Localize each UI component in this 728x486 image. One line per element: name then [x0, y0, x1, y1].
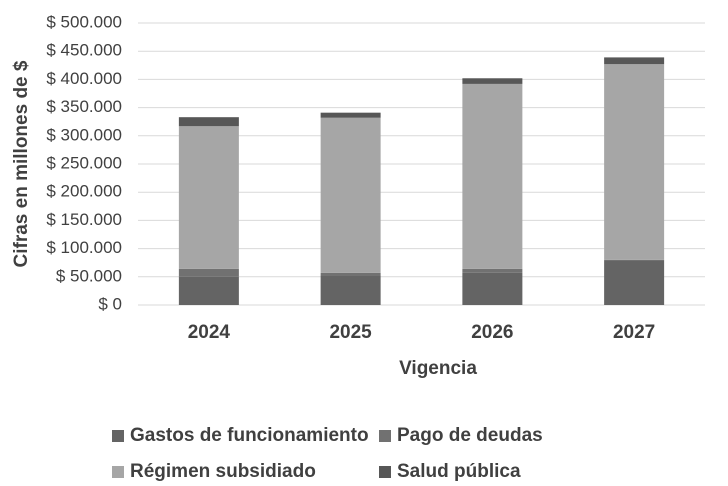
bar-segment: [604, 64, 665, 260]
bar-segment: [604, 261, 665, 305]
y-tick-label: $ 300.000: [46, 125, 122, 144]
y-tick-label: $ 450.000: [46, 41, 122, 60]
x-tick-label: 2027: [613, 322, 655, 343]
bar-segment: [178, 117, 239, 127]
y-tick-label: $ 0: [98, 294, 122, 313]
x-tick-label: 2025: [329, 322, 372, 343]
legend-swatch: [112, 466, 124, 478]
legend-swatch: [379, 430, 391, 442]
legend-swatch: [379, 466, 391, 478]
legend-label: Gastos de funcionamiento: [130, 425, 369, 446]
bar-segment: [320, 112, 381, 118]
legend-label: Régimen subsidiado: [130, 461, 316, 482]
y-tick-label: $ 250.000: [46, 153, 122, 172]
bar-segment: [178, 276, 239, 305]
x-tick-label: 2024: [188, 322, 231, 343]
bar-segment: [320, 275, 381, 305]
legend-swatch: [112, 430, 124, 442]
bar-segment: [462, 78, 523, 84]
bar-segment: [178, 126, 239, 269]
legend-label: Pago de deudas: [397, 425, 543, 446]
bar-segment: [462, 272, 523, 305]
y-tick-label: $ 200.000: [46, 182, 122, 201]
y-tick-label: $ 400.000: [46, 69, 122, 88]
bar-segment: [462, 83, 523, 269]
y-axis-label: Cifras en millones de $: [11, 60, 32, 267]
bar-segment: [320, 117, 381, 273]
y-tick-label: $ 350.000: [46, 97, 122, 116]
bar-segment: [604, 259, 665, 262]
y-tick-label: $ 500.000: [46, 12, 122, 31]
bar-segment: [178, 268, 239, 277]
x-axis-label: Vigencia: [399, 358, 477, 379]
y-tick-label: $ 150.000: [46, 210, 122, 229]
legend-label: Salud pública: [397, 461, 521, 482]
bar-segment: [604, 57, 665, 65]
bar-segment: [320, 272, 381, 276]
y-tick-label: $ 100.000: [46, 238, 122, 257]
bar-segment: [462, 268, 523, 273]
y-tick-label: $ 50.000: [56, 266, 122, 285]
x-tick-label: 2026: [471, 322, 513, 343]
